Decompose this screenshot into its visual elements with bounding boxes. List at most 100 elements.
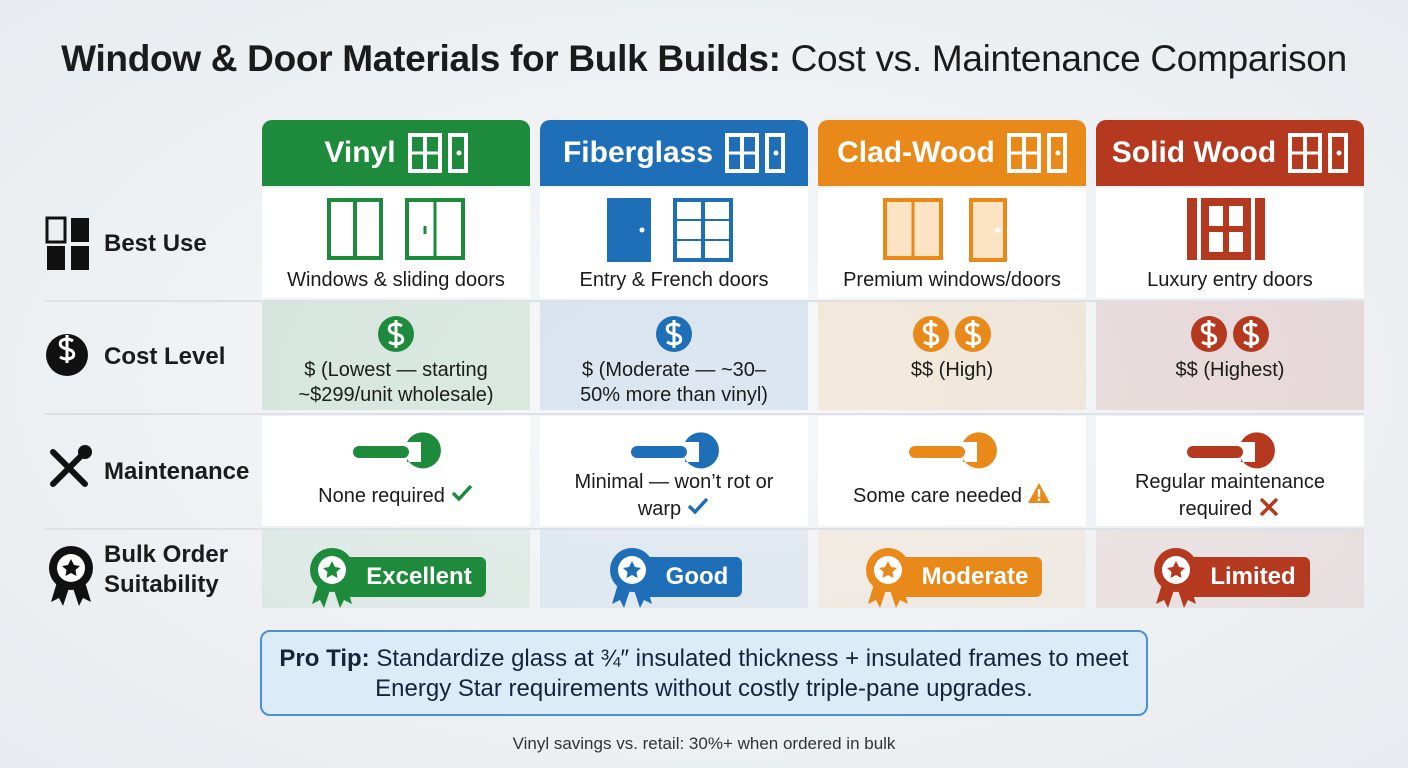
cost-icon-part	[1200, 320, 1218, 348]
maintenance-icon	[349, 430, 443, 474]
use-icon-part	[1209, 232, 1223, 252]
badge-ribbon-part	[312, 584, 353, 608]
pro-tip-text: Standardize glass at ¾″ insulated thickn…	[375, 645, 1129, 702]
maintenance-icon-svg	[353, 432, 441, 469]
row-label-icon-svg	[45, 216, 89, 270]
maintenance-text: Minimal — won’t rot or warp	[574, 471, 774, 520]
use-icon	[325, 196, 467, 264]
cost-icon	[910, 314, 994, 354]
cost-icon-svg	[378, 316, 414, 352]
use-icon-svg	[607, 198, 733, 262]
table-cell: $$ (Highest)	[1096, 302, 1364, 410]
header-icon-svg	[725, 133, 786, 173]
row-label-icon	[45, 444, 99, 510]
cell-text: Luxury entry doors	[1147, 269, 1313, 291]
cost-icon-svg	[913, 316, 991, 352]
column-name: Vinyl	[324, 136, 396, 169]
row-label: Cost Level	[104, 343, 226, 370]
title: Window & Door Materials for Bulk Builds:…	[0, 38, 1408, 80]
cost-icon-svg	[1191, 316, 1269, 352]
row-label-icon	[45, 216, 99, 282]
row-label-icon-part	[47, 246, 65, 270]
maintenance-icon-svg	[909, 432, 997, 469]
badge-ribbon-part	[878, 561, 897, 578]
badge-ribbon-svg	[865, 548, 910, 608]
header-icon	[725, 133, 786, 173]
maintenance-icon-part	[961, 432, 997, 469]
badge-label: Moderate	[895, 557, 1043, 597]
table-cell: Good	[540, 530, 808, 608]
maintenance-icon-part	[631, 446, 687, 458]
title-regular: Cost vs. Maintenance Comparison	[790, 38, 1348, 79]
footnote: Vinyl savings vs. retail: 30%+ when orde…	[512, 734, 896, 753]
table-cell: $ (Lowest — starting ~$299/unit wholesal…	[262, 302, 530, 410]
row-label-icon-svg	[46, 334, 88, 376]
pro-tip-label: Pro Tip:	[279, 645, 370, 672]
table-cell: Moderate	[818, 530, 1086, 608]
row-label: Bulk Order Suitability	[104, 541, 229, 598]
use-icon	[1159, 196, 1301, 264]
table-cell: Luxury entry doors	[1096, 188, 1364, 298]
badge-label: Limited	[1184, 557, 1310, 597]
maintenance-icon-svg	[1187, 432, 1275, 469]
use-icon-svg	[1187, 198, 1265, 260]
header-icon-part	[1046, 133, 1067, 173]
row-label-icon-part	[45, 216, 67, 244]
maintenance-icon	[627, 430, 721, 474]
status-icon	[1252, 497, 1281, 520]
table-cell: Limited	[1096, 530, 1364, 608]
table-cell: Regular maintenance required	[1096, 416, 1364, 526]
status-icon-svg	[451, 484, 473, 502]
cell-text: Some care needed	[848, 482, 1056, 509]
use-icon-part	[639, 227, 645, 233]
maintenance-icon-svg	[631, 432, 719, 469]
row-separator	[45, 528, 1364, 530]
table-cell: Some care needed	[818, 416, 1086, 526]
use-icon-part	[1255, 198, 1265, 260]
row-label-icon-part	[58, 335, 76, 363]
row-separator	[45, 413, 1364, 415]
use-icon-part	[1187, 198, 1197, 260]
badge-ribbon-svg	[609, 548, 654, 608]
badge-ribbon-svg	[1154, 548, 1199, 608]
table-cell: Minimal — won’t rot or warp	[540, 416, 808, 526]
header-icon	[1288, 133, 1349, 173]
use-icon-part	[1229, 206, 1243, 226]
header-icon-part	[773, 150, 779, 156]
column-header: Vinyl	[262, 120, 530, 186]
cost-icon-svg	[656, 316, 692, 352]
header-icon-svg	[407, 133, 468, 173]
badge-ribbon	[306, 544, 358, 610]
badge-label: Excellent	[340, 557, 486, 597]
header-icon-part	[765, 133, 786, 173]
cost-icon-part	[387, 320, 405, 348]
title-bold: Window & Door Materials for Bulk Builds:	[61, 38, 781, 79]
status-icon	[1022, 483, 1051, 507]
use-icon-part	[1209, 206, 1223, 226]
maintenance-icon-part	[1187, 446, 1243, 458]
status-icon	[445, 484, 474, 507]
table-cell: Windows & sliding doors	[262, 188, 530, 298]
cost-icon	[1188, 314, 1272, 354]
badge-ribbon-part	[622, 561, 641, 578]
row-label-icon-svg	[50, 445, 92, 487]
cell-text: $ (Lowest — starting ~$299/unit wholesal…	[298, 359, 494, 406]
header-icon-svg	[1006, 133, 1067, 173]
cell-text: $$ (Highest)	[1175, 359, 1285, 381]
row-label: Maintenance	[104, 458, 250, 485]
badge-ribbon-part	[611, 584, 652, 608]
row-label-icon-part	[71, 218, 89, 242]
maintenance-icon	[905, 430, 999, 474]
row-label-icon	[45, 542, 99, 608]
row-label-icon-part	[51, 582, 91, 606]
table-cell: $$ (High)	[818, 302, 1086, 410]
row-label-icon-part	[71, 246, 89, 270]
cost-icon	[375, 314, 417, 354]
row-label-icon-part	[62, 559, 80, 576]
use-icon-svg	[883, 198, 1007, 262]
badge-ribbon-part	[867, 584, 908, 608]
badge-ribbon-part	[1156, 584, 1197, 608]
cost-icon-part	[665, 320, 683, 348]
badge-ribbon-svg	[310, 548, 355, 608]
